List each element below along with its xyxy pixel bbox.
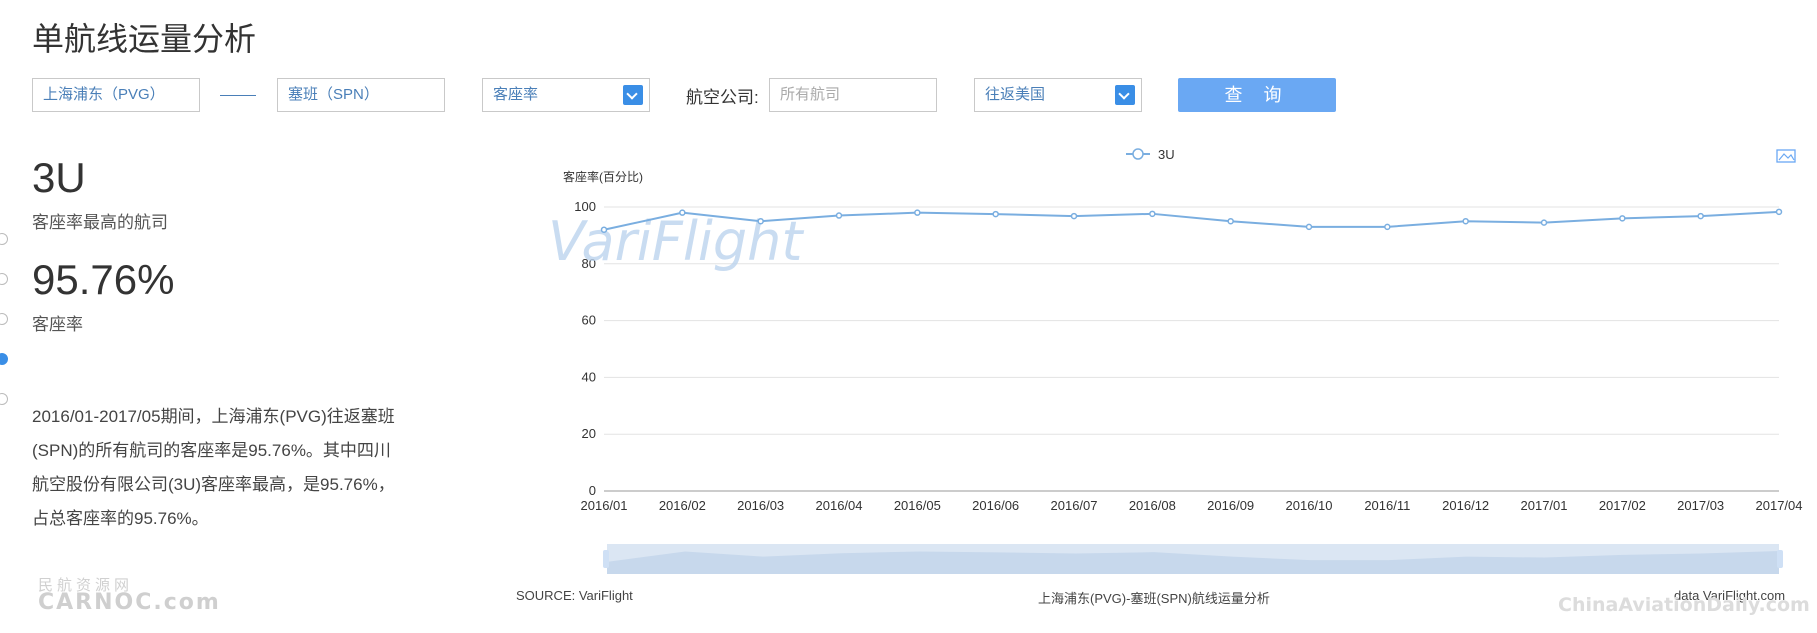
data-point <box>1228 219 1233 224</box>
x-tick-label: 2016/09 <box>1207 498 1254 513</box>
data-point <box>680 210 685 215</box>
data-point <box>915 210 920 215</box>
x-tick-label: 2016/12 <box>1442 498 1489 513</box>
data-zoom-slider[interactable] <box>603 544 1783 574</box>
source-text: SOURCE: VariFlight <box>516 588 633 603</box>
zoom-handle-right <box>1777 550 1783 568</box>
chart-caption: 上海浦东(PVG)-塞班(SPN)航线运量分析 <box>1038 588 1270 607</box>
data-point <box>1072 214 1077 219</box>
y-tick-label: 40 <box>582 369 596 384</box>
data-point <box>1542 220 1547 225</box>
x-tick-label: 2016/07 <box>1051 498 1098 513</box>
y-tick-label: 0 <box>589 483 596 498</box>
x-tick-label: 2016/08 <box>1129 498 1176 513</box>
y-axis-label: 客座率(百分比) <box>563 169 643 184</box>
x-tick-label: 2017/03 <box>1677 498 1724 513</box>
data-point <box>1698 214 1703 219</box>
data-point <box>1777 209 1782 214</box>
x-tick-label: 2017/02 <box>1599 498 1646 513</box>
x-axis-ticks: 2016/01 2016/02 2016/03 2016/04 2016/05 2016/… <box>581 498 1803 513</box>
variflight-watermark: VariFlight <box>548 210 804 273</box>
x-tick-label: 2017/01 <box>1521 498 1568 513</box>
data-point <box>1307 224 1312 229</box>
chinaaviationdaily-logo: ChinaAviationDaily.com <box>1558 594 1810 616</box>
data-point <box>602 227 607 232</box>
legend-marker <box>1133 149 1143 159</box>
x-tick-label: 2016/05 <box>894 498 941 513</box>
x-tick-label: 2017/04 <box>1756 498 1803 513</box>
data-point <box>1620 216 1625 221</box>
x-tick-label: 2016/02 <box>659 498 706 513</box>
data-point <box>1385 224 1390 229</box>
x-tick-label: 2016/03 <box>737 498 784 513</box>
legend[interactable]: 3U <box>1126 147 1175 162</box>
x-tick-label: 2016/04 <box>816 498 863 513</box>
legend-label: 3U <box>1158 147 1175 162</box>
data-point <box>837 213 842 218</box>
image-download-icon[interactable] <box>1777 150 1795 162</box>
y-tick-label: 60 <box>582 313 596 328</box>
x-tick-label: 2016/10 <box>1286 498 1333 513</box>
data-point <box>758 219 763 224</box>
y-tick-label: 20 <box>582 426 596 441</box>
x-tick-label: 2016/11 <box>1364 498 1410 513</box>
x-tick-label: 2016/06 <box>972 498 1019 513</box>
data-point <box>1463 219 1468 224</box>
data-point <box>1150 211 1155 216</box>
zoom-handle-left <box>603 550 609 568</box>
data-point <box>993 212 998 217</box>
x-tick-label: 2016/01 <box>581 498 628 513</box>
